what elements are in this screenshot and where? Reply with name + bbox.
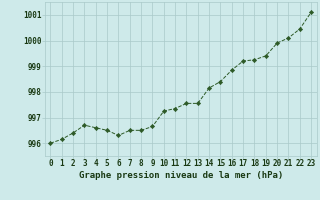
X-axis label: Graphe pression niveau de la mer (hPa): Graphe pression niveau de la mer (hPa) [79, 171, 283, 180]
